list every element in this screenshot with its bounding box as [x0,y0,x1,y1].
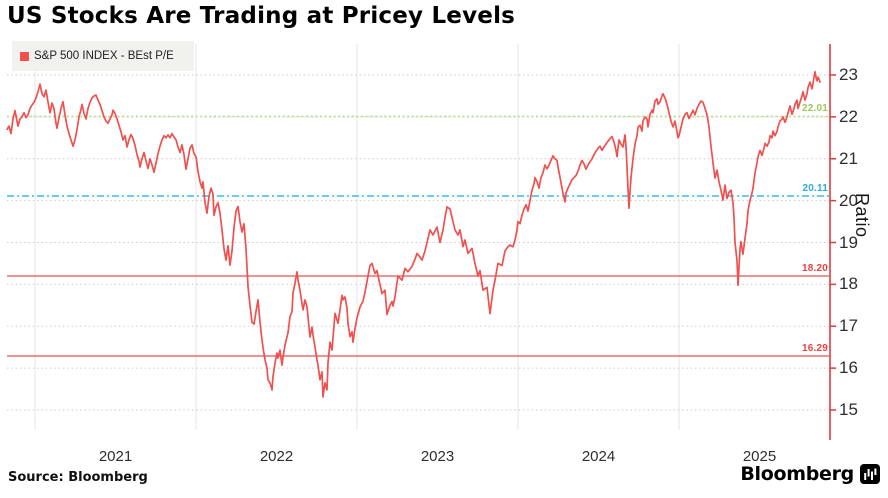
reference-line-label: 20.11 [802,183,828,195]
source-credit: Source: Bloomberg [8,470,148,485]
reference-line-label: 16.29 [801,342,828,354]
y-axis-title: Ratio [852,193,872,238]
legend-label: S&P 500 INDEX - BEst P/E [34,50,174,62]
y-tick-label: 18 [839,274,858,294]
y-tick-label: 16 [839,358,858,378]
legend: S&P 500 INDEX - BEst P/E [12,41,194,71]
bloomberg-wordmark: Bloomberg [740,463,854,485]
x-tick-label: 2024 [581,448,616,465]
y-tick-label: 20 [839,190,858,210]
chart-title: US Stocks Are Trading at Pricey Levels [7,3,516,29]
y-tick-label: 22 [839,106,858,126]
pe-ratio-line-series [6,70,821,398]
bloomberg-terminal-icon [860,464,880,484]
reference-line-label: 18.20 [801,263,828,274]
x-tick-label: 2022 [259,448,294,465]
bloomberg-logo: Bloomberg [740,463,880,485]
y-tick-label: 17 [839,316,858,336]
y-tick-label: 21 [839,148,858,168]
x-tick-label: 2023 [420,448,455,465]
legend-swatch-icon [20,51,29,61]
x-tick-label: 2021 [98,448,133,465]
y-tick-label: 23 [839,65,858,84]
y-tick-label: 15 [839,400,858,419]
x-tick-label: 2025 [742,448,777,465]
reference-line-label: 22.01 [801,103,828,115]
y-tick-label: 19 [839,232,858,252]
